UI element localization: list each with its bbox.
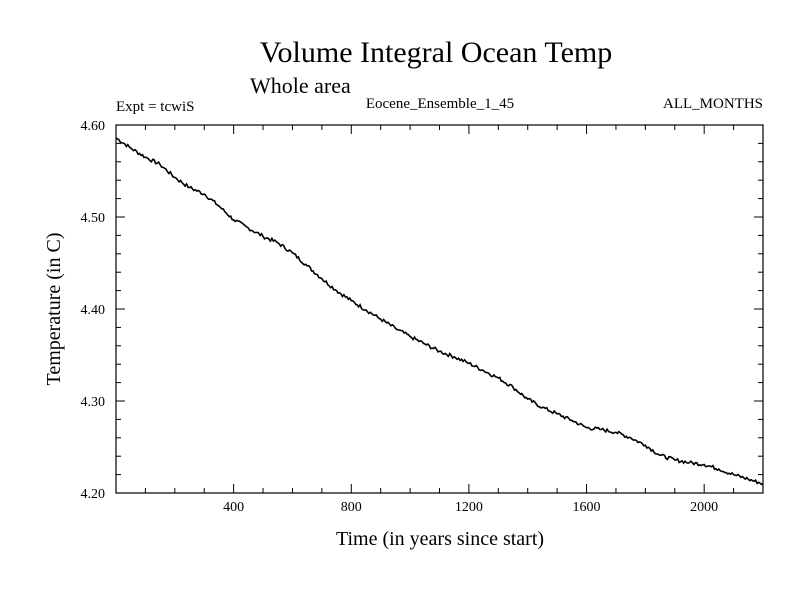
x-tick-label: 1200	[455, 500, 483, 515]
axis-ticks	[116, 125, 763, 493]
ensemble-label: Eocene_Ensemble_1_45	[366, 96, 514, 112]
y-tick-label: 4.50	[81, 211, 106, 226]
y-tick-label: 4.30	[81, 395, 106, 410]
x-tick-label: 400	[223, 500, 244, 515]
experiment-label: Expt = tcwiS	[116, 99, 194, 115]
months-label: ALL_MONTHS	[663, 96, 763, 112]
x-tick-label: 1600	[573, 500, 601, 515]
y-tick-label: 4.60	[81, 119, 106, 134]
x-tick-labels: 400 800 1200 1600 2000	[223, 500, 718, 515]
temperature-series-line	[115, 137, 764, 486]
y-axis-label: Temperature (in C)	[43, 233, 65, 386]
x-tick-label: 2000	[690, 500, 718, 515]
chart-title: Volume Integral Ocean Temp	[260, 36, 613, 69]
y-tick-label: 4.40	[81, 303, 106, 318]
x-axis-label: Time (in years since start)	[336, 528, 544, 550]
y-tick-labels: 4.20 4.30 4.40 4.50 4.60	[81, 119, 106, 502]
chart-subtitle: Whole area	[250, 73, 351, 98]
x-tick-label: 800	[341, 500, 362, 515]
plot-frame	[115, 124, 764, 494]
y-tick-label: 4.20	[81, 487, 106, 502]
